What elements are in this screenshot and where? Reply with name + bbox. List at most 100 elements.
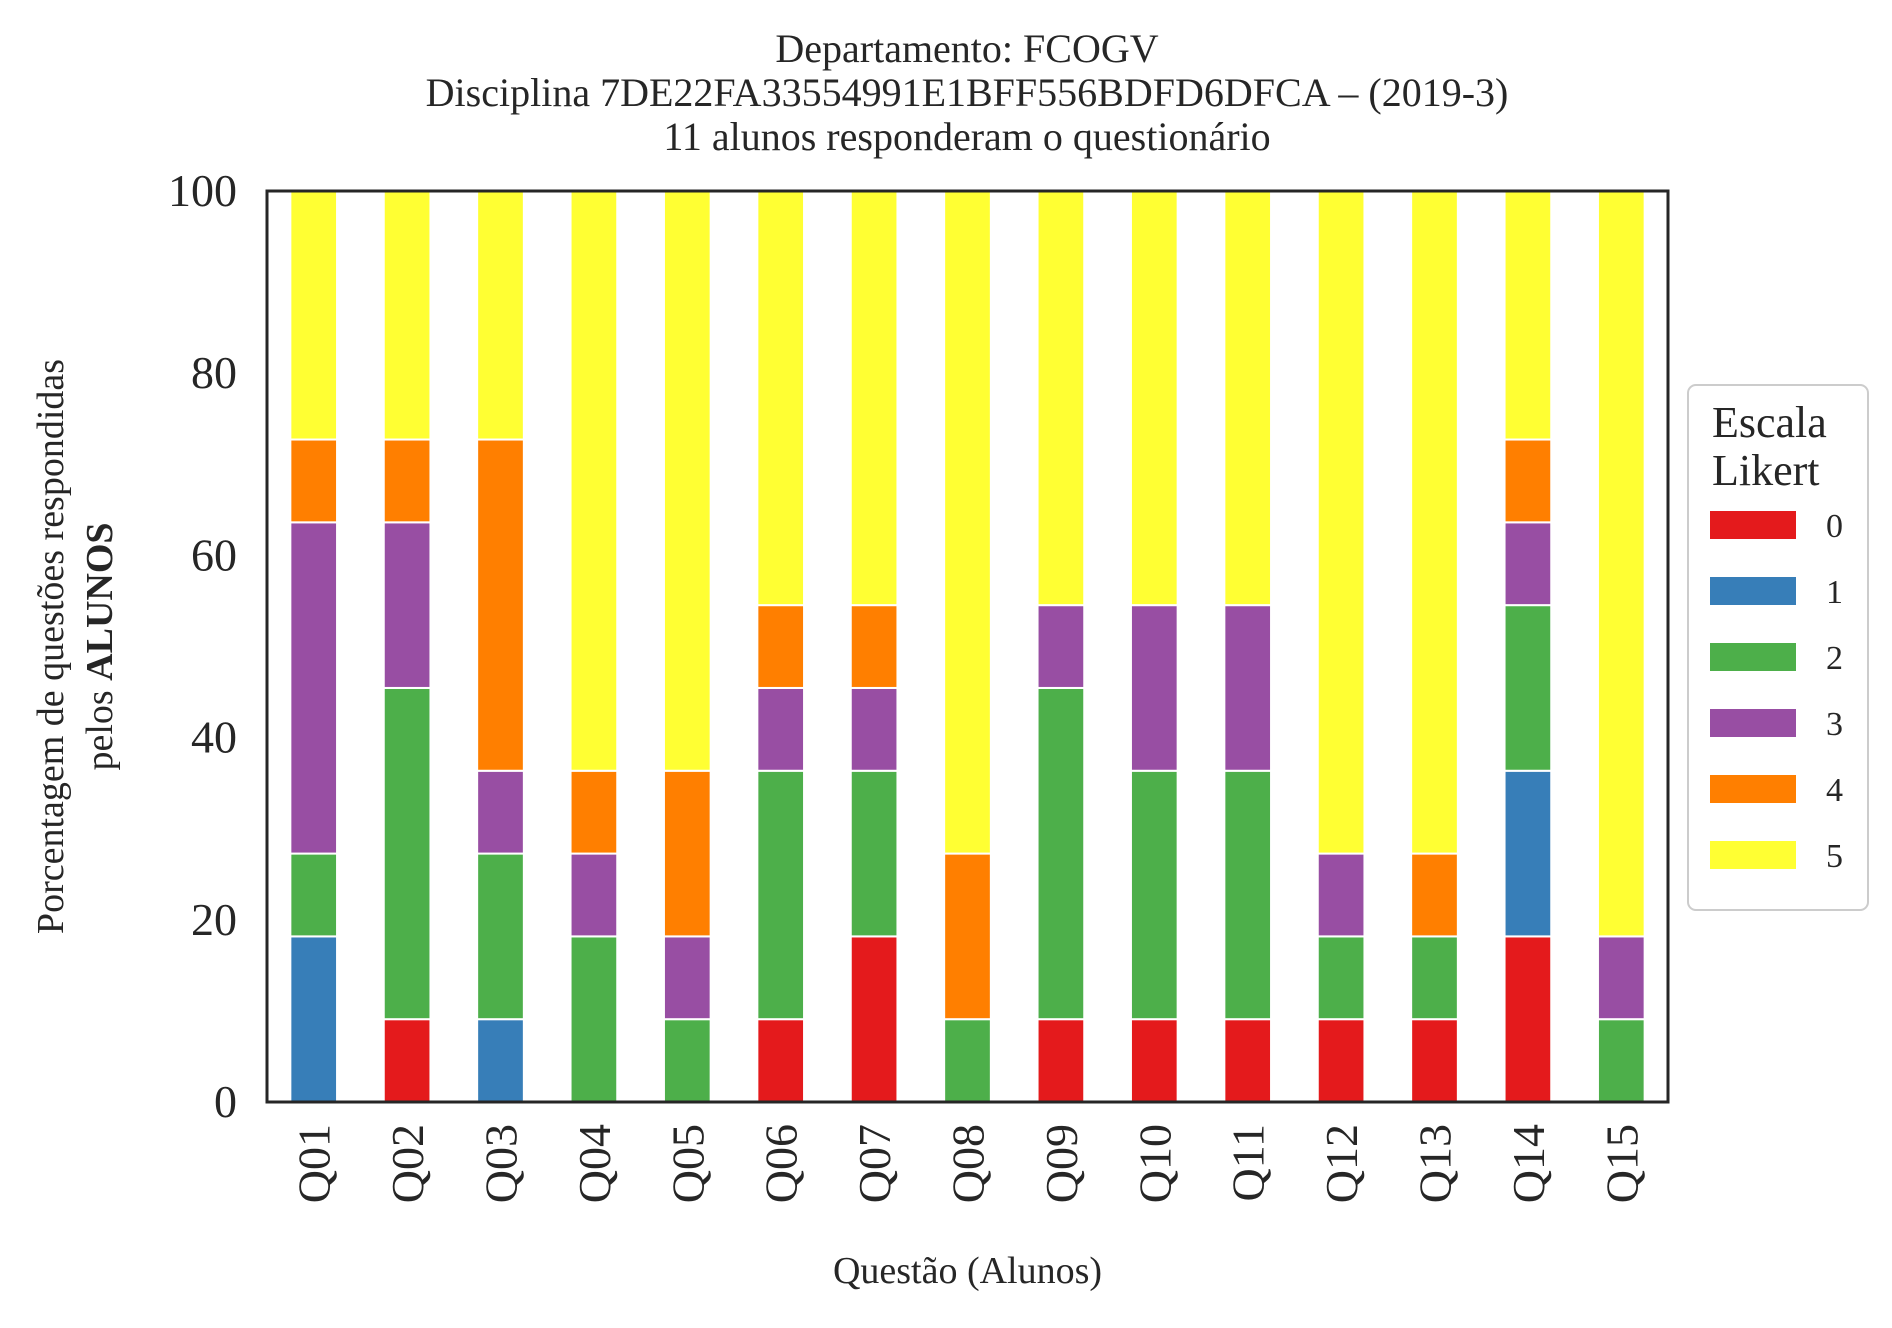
bar-segment-q15-scale-2 bbox=[1596, 1018, 1646, 1104]
bar-segment-q11-scale-5 bbox=[1223, 190, 1273, 607]
legend-label-1: 1 bbox=[1826, 574, 1843, 611]
x-tick-label-q07: Q07 bbox=[849, 1124, 900, 1203]
bar-segment-q14-scale-2 bbox=[1503, 604, 1553, 772]
legend-label-5: 5 bbox=[1826, 838, 1843, 875]
legend-swatch-4 bbox=[1710, 775, 1796, 803]
bar-segment-q07-scale-0 bbox=[849, 935, 899, 1103]
bar-segment-q03-scale-5 bbox=[476, 190, 525, 441]
y-tick-label-0: 0 bbox=[214, 1076, 237, 1127]
bar-segment-q12-scale-0 bbox=[1316, 1018, 1366, 1104]
bar-segment-q09-scale-5 bbox=[1036, 190, 1086, 607]
bar-segment-q02-scale-4 bbox=[382, 438, 432, 524]
y-tick-label-20: 20 bbox=[191, 894, 237, 945]
legend-title-line-1: Escala bbox=[1712, 398, 1827, 447]
bar-segment-q04-scale-5 bbox=[569, 190, 619, 772]
bar-segment-q04-scale-3 bbox=[569, 852, 619, 938]
bar-segment-q07-scale-3 bbox=[849, 686, 899, 772]
title-line-3: 11 alunos responderam o questionário bbox=[663, 114, 1270, 159]
y-axis-ticks: 0 20 40 60 80 100 bbox=[168, 165, 237, 1127]
bar-segment-q12-scale-2 bbox=[1316, 935, 1366, 1021]
legend-swatch-2 bbox=[1710, 643, 1796, 671]
bar-segment-q06-scale-5 bbox=[756, 190, 806, 607]
bar-segment-q09-scale-3 bbox=[1036, 604, 1086, 689]
y-axis-label-line2: pelos ALUNOS bbox=[79, 522, 121, 770]
legend-title-line-2: Likert bbox=[1712, 446, 1820, 495]
bar-segment-q06-scale-4 bbox=[756, 604, 806, 689]
bar-segment-q04-scale-2 bbox=[569, 935, 619, 1103]
x-tick-label-q09: Q09 bbox=[1036, 1124, 1087, 1203]
bar-segment-q03-scale-3 bbox=[476, 769, 525, 855]
legend-swatch-5 bbox=[1710, 841, 1796, 869]
bar-segment-q04-scale-4 bbox=[569, 769, 619, 855]
y-tick-label-40: 40 bbox=[191, 712, 237, 763]
y-axis-label: Porcentagem de questões respondidas pelo… bbox=[30, 359, 121, 934]
plot-frame bbox=[265, 189, 1670, 1104]
bar-segment-q11-scale-3 bbox=[1223, 604, 1273, 772]
bar-segment-q10-scale-5 bbox=[1129, 190, 1179, 607]
bar-segment-q03-scale-4 bbox=[476, 438, 525, 772]
legend-label-0: 0 bbox=[1826, 508, 1843, 545]
bar-segment-q08-scale-5 bbox=[943, 190, 992, 855]
bar-segment-q12-scale-5 bbox=[1316, 190, 1366, 855]
bar-segment-q08-scale-4 bbox=[943, 852, 992, 1021]
bar-segment-q05-scale-5 bbox=[662, 190, 712, 772]
bar-segment-q14-scale-4 bbox=[1503, 438, 1553, 524]
bar-segment-q10-scale-0 bbox=[1129, 1018, 1179, 1104]
bars bbox=[289, 190, 1646, 1104]
y-tick-label-80: 80 bbox=[191, 347, 237, 398]
bar-segment-q09-scale-2 bbox=[1036, 686, 1086, 1021]
bar-segment-q07-scale-2 bbox=[849, 769, 899, 938]
bar-segment-q03-scale-2 bbox=[476, 852, 525, 1021]
title-line-2: Disciplina 7DE22FA33554991E1BFF556BDFD6D… bbox=[426, 70, 1509, 115]
legend-swatch-0 bbox=[1710, 511, 1796, 539]
y-axis-label-line1: Porcentagem de questões respondidas bbox=[30, 359, 72, 934]
y-axis-label-bold: ALUNOS bbox=[79, 522, 121, 680]
bar-segment-q03-scale-1 bbox=[476, 1018, 525, 1104]
x-tick-label-q11: Q11 bbox=[1223, 1124, 1274, 1202]
bar-segment-q13-scale-2 bbox=[1410, 935, 1459, 1021]
bar-segment-q14-scale-3 bbox=[1503, 521, 1553, 607]
bar-segment-q01-scale-2 bbox=[289, 852, 339, 938]
bar-segment-q13-scale-5 bbox=[1410, 190, 1459, 855]
bar-segment-q13-scale-4 bbox=[1410, 852, 1459, 938]
bar-segment-q02-scale-5 bbox=[382, 190, 432, 441]
bar-segment-q05-scale-3 bbox=[662, 935, 712, 1021]
title-line-1: Departamento: FCOGV bbox=[775, 26, 1158, 71]
bar-segment-q15-scale-3 bbox=[1596, 935, 1646, 1021]
legend-swatch-3 bbox=[1710, 709, 1796, 737]
bar-segment-q07-scale-5 bbox=[849, 190, 899, 607]
legend-label-4: 4 bbox=[1826, 772, 1843, 809]
x-tick-label-q13: Q13 bbox=[1410, 1124, 1461, 1203]
x-tick-label-q08: Q08 bbox=[943, 1124, 994, 1203]
x-tick-label-q05: Q05 bbox=[662, 1124, 713, 1203]
bar-segment-q10-scale-2 bbox=[1129, 769, 1179, 1021]
bar-segment-q14-scale-1 bbox=[1503, 769, 1553, 938]
bar-segment-q07-scale-4 bbox=[849, 604, 899, 689]
x-tick-label-q10: Q10 bbox=[1129, 1124, 1180, 1203]
bar-segment-q02-scale-3 bbox=[382, 521, 432, 689]
x-tick-label-q15: Q15 bbox=[1596, 1124, 1647, 1203]
bar-segment-q01-scale-1 bbox=[289, 935, 339, 1103]
bar-segment-q15-scale-5 bbox=[1596, 190, 1646, 938]
y-tick-label-60: 60 bbox=[191, 529, 237, 580]
legend-swatch-1 bbox=[1710, 577, 1796, 605]
x-tick-label-q04: Q04 bbox=[569, 1124, 620, 1203]
x-tick-label-q03: Q03 bbox=[476, 1124, 527, 1203]
bar-segment-q11-scale-2 bbox=[1223, 769, 1273, 1021]
bar-segment-q01-scale-3 bbox=[289, 521, 339, 855]
bar-segment-q11-scale-0 bbox=[1223, 1018, 1273, 1104]
legend-label-2: 2 bbox=[1826, 640, 1843, 677]
bar-segment-q13-scale-0 bbox=[1410, 1018, 1459, 1104]
bar-segment-q05-scale-2 bbox=[662, 1018, 712, 1104]
x-tick-label-q02: Q02 bbox=[382, 1124, 433, 1203]
bar-segment-q02-scale-2 bbox=[382, 686, 432, 1021]
bar-segment-q06-scale-0 bbox=[756, 1018, 806, 1104]
x-tick-label-q01: Q01 bbox=[289, 1124, 340, 1203]
legend-label-3: 3 bbox=[1826, 706, 1843, 743]
x-tick-label-q14: Q14 bbox=[1503, 1124, 1554, 1203]
bar-segment-q01-scale-4 bbox=[289, 438, 339, 524]
